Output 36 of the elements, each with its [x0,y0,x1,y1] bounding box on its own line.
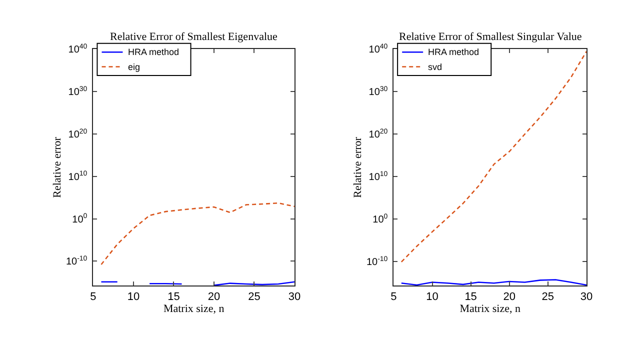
x-tick-label: 30 [288,290,301,303]
y-tick-label: 10$^{20}$ [68,128,88,140]
x-axis-title: Matrix size, n [163,303,225,316]
y-tick-label: 10$^{30}$ [368,86,388,98]
x-tick-label: 25 [248,290,260,303]
x-tick-label: 10 [426,290,438,303]
y-tick-label: 10$^{0}$ [72,213,88,226]
chart-title: Relative Error of Smallest Singular Value [399,31,582,43]
y-tick-label: 10$^{30}$ [68,86,88,98]
y-tick-label: 10$^{40}$ [368,44,388,56]
x-tick-label: 15 [464,290,477,303]
legend-label: HRA method [128,47,180,57]
line-series [400,50,586,263]
x-tick-label: 25 [542,290,554,303]
x-tick-label: 20 [503,290,516,303]
y-tick-label: 10$^{20}$ [368,128,388,141]
x-tick-label: 5 [90,290,96,303]
y-tick-label: 10$^{40}$ [68,44,88,56]
y-tick-label: 10$^{10}$ [68,170,88,183]
x-axis-title: Matrix size, n [460,303,521,316]
y-axis-title: Relative error [52,136,64,198]
x-tick-label: 10 [127,290,140,303]
x-tick-label: 15 [168,290,180,303]
y-tick-label: 10$^{-10}$ [66,255,88,268]
legend-label: svd [428,62,442,72]
x-tick-label: 30 [580,290,593,303]
legend-label: eig [128,62,140,72]
y-tick-label: 10$^{-10}$ [366,256,388,268]
x-tick-label: 20 [208,290,220,303]
chart-title: Relative Error of Smallest Eigenvalue [110,31,278,43]
line-series [100,202,294,266]
x-tick-label: 5 [390,290,397,303]
y-tick-label: 10$^{0}$ [372,213,388,226]
y-tick-label: 10$^{10}$ [368,170,388,184]
legend-label: HRA method [428,47,480,57]
y-axis-title: Relative error [352,136,364,198]
